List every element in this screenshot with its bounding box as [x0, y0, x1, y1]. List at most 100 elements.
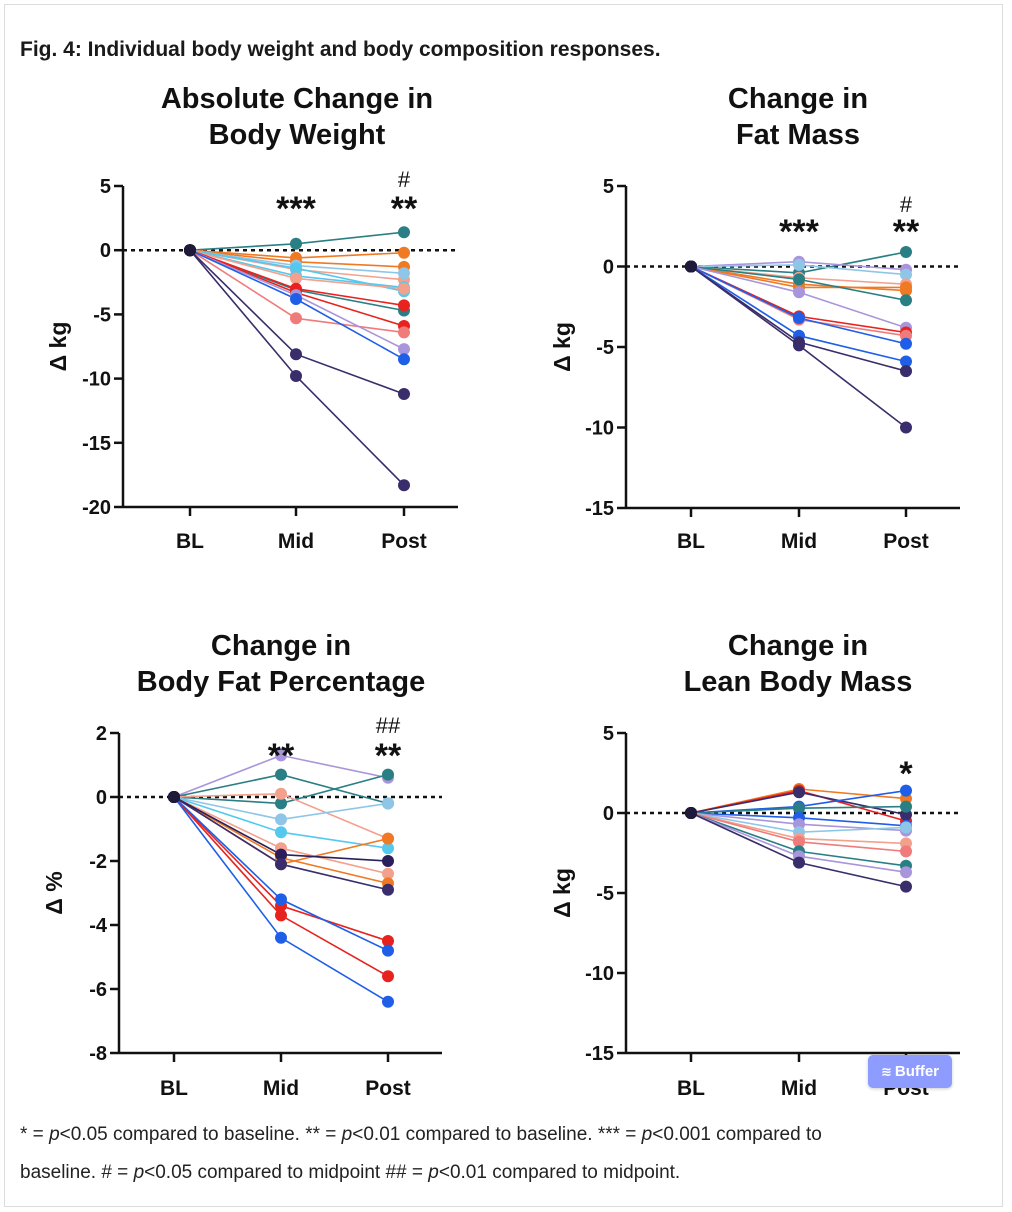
data-point: [900, 268, 912, 281]
buffer-button[interactable]: ≋ Buffer: [868, 1055, 952, 1088]
data-point: [398, 299, 410, 312]
data-point: [398, 326, 410, 339]
buffer-button-label: Buffer: [894, 1063, 940, 1080]
y-tick-label: -15: [82, 433, 111, 455]
data-point: [275, 909, 287, 922]
data-point: [793, 786, 805, 799]
caption-text: <0.001 compared to: [652, 1124, 822, 1145]
data-point: [685, 260, 697, 273]
midpoint-significance: ##: [376, 713, 401, 738]
chart-4: Change in Lean Body Mass Δ kg 5 0 -5 -10 -15 BL M…: [549, 630, 960, 1100]
y-tick-label: -8: [89, 1043, 107, 1065]
data-point: [382, 768, 394, 781]
data-point: [793, 802, 805, 815]
baseline-significance: **: [391, 190, 418, 228]
data-point: [900, 421, 912, 434]
y-tick-label: 0: [603, 803, 614, 825]
data-point: [275, 768, 287, 781]
y-tick-label: -5: [93, 304, 111, 326]
data-point: [900, 337, 912, 350]
y-tick-label: 2: [96, 723, 107, 745]
caption-p: p: [49, 1124, 60, 1145]
caption-p: p: [341, 1124, 353, 1145]
chart-title: Change in: [211, 630, 351, 662]
data-point: [382, 935, 394, 947]
y-tick-label: -5: [596, 337, 614, 359]
caption-text: <0.01 compared to midpoint.: [438, 1162, 681, 1183]
x-tick-label: Mid: [263, 1077, 299, 1100]
baseline-significance: **: [375, 737, 402, 775]
data-point: [275, 893, 287, 906]
data-point: [900, 821, 912, 834]
y-tick-label: -15: [585, 498, 614, 520]
x-tick-label: BL: [176, 530, 204, 553]
data-point: [398, 226, 410, 239]
data-point: [900, 800, 912, 813]
caption-p: p: [641, 1124, 653, 1145]
x-tick-label: Post: [365, 1077, 411, 1100]
data-point: [275, 749, 287, 762]
y-tick-label: 5: [100, 176, 111, 198]
figure-frame: [4, 4, 1003, 1207]
data-point: [398, 282, 410, 295]
caption-p: p: [133, 1162, 145, 1183]
data-point: [900, 284, 912, 297]
y-axis-label: Δ %: [41, 871, 67, 914]
x-tick-label: BL: [160, 1077, 188, 1100]
data-point: [793, 312, 805, 324]
chart-title: Absolute Change in: [161, 83, 433, 115]
y-tick-label: -15: [585, 1043, 614, 1065]
data-point: [275, 931, 287, 944]
data-point: [290, 272, 302, 285]
data-point: [382, 944, 394, 957]
layers-icon: ≋: [880, 1063, 892, 1079]
data-point: [382, 842, 394, 855]
data-point: [900, 355, 912, 368]
data-point: [184, 244, 196, 257]
y-tick-label: 5: [603, 176, 614, 198]
data-point: [382, 970, 394, 983]
data-point: [398, 479, 410, 492]
y-tick-label: -5: [596, 883, 614, 905]
chart-title: Fat Mass: [736, 119, 860, 151]
data-point: [900, 866, 912, 879]
data-point: [290, 293, 302, 305]
data-point: [900, 294, 912, 307]
data-point: [398, 343, 410, 356]
chart-title: Lean Body Mass: [684, 666, 913, 698]
baseline-significance: *: [899, 755, 913, 793]
data-point: [290, 348, 302, 361]
y-tick-label: 0: [96, 787, 107, 809]
data-point: [275, 848, 287, 861]
data-point: [900, 784, 912, 797]
y-axis-label: Δ kg: [45, 322, 71, 372]
data-point: [290, 262, 302, 275]
caption-line-1: * = p<0.05 compared to baseline. ** = p<…: [20, 1124, 980, 1146]
data-point: [793, 339, 805, 352]
data-point: [793, 856, 805, 869]
data-point: [398, 267, 410, 280]
data-point: [398, 353, 410, 366]
chart-title: Body Fat Percentage: [137, 666, 425, 698]
data-point: [900, 880, 912, 893]
y-tick-label: -4: [89, 915, 108, 937]
chart-title: Change in: [728, 630, 868, 662]
baseline-significance: ***: [779, 213, 819, 251]
data-point: [275, 813, 287, 826]
chart-3: Change in Body Fat Percentage Δ % 2 0 -2 -4 -6 -…: [41, 630, 442, 1100]
data-point: [382, 995, 394, 1008]
data-point: [398, 246, 410, 259]
caption-text: <0.05 compared to baseline. ** =: [59, 1124, 342, 1145]
y-axis-label: Δ kg: [549, 322, 575, 372]
data-point: [398, 388, 410, 400]
data-point: [168, 791, 180, 803]
data-point: [290, 312, 302, 325]
y-tick-label: -10: [82, 369, 111, 391]
caption-text: * =: [20, 1124, 50, 1145]
data-point: [275, 787, 287, 800]
data-point: [275, 858, 287, 871]
caption-text: <0.01 compared to baseline. *** =: [352, 1124, 642, 1145]
data-point: [900, 365, 912, 378]
data-point: [382, 832, 394, 845]
data-point: [290, 370, 302, 382]
